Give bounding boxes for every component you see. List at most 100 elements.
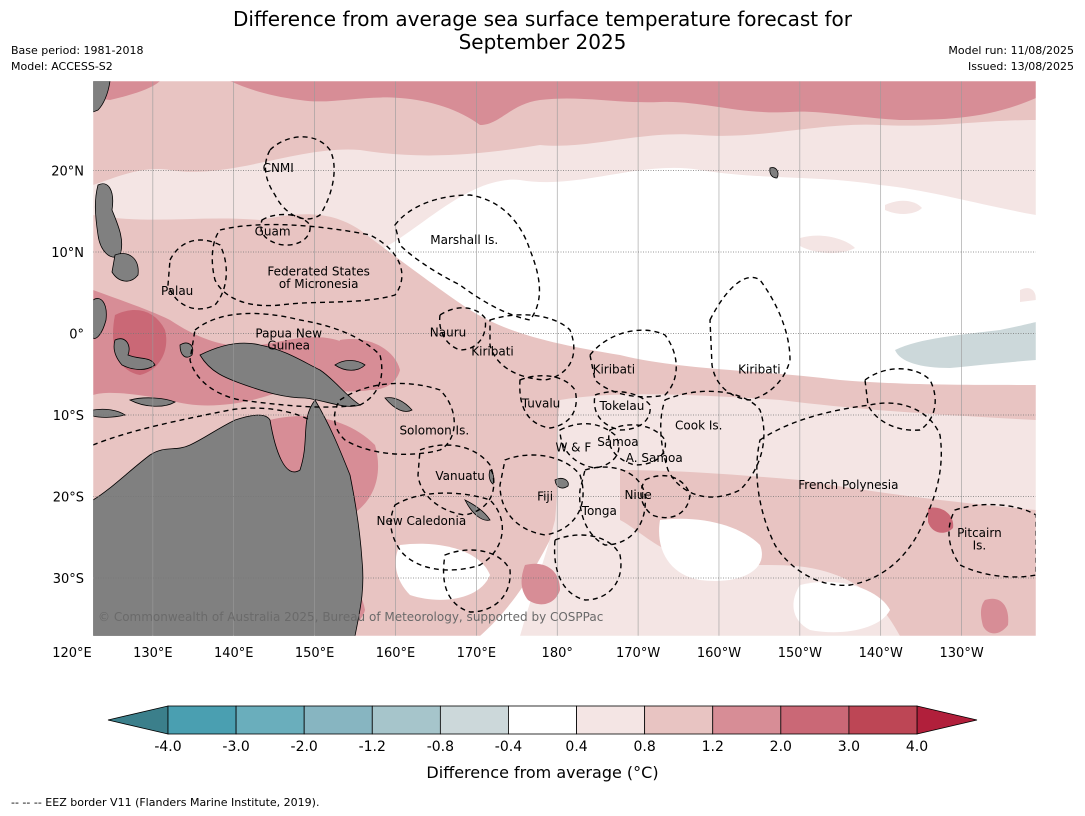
region-label: Federated States xyxy=(267,265,369,279)
colorbar-segment xyxy=(780,705,850,735)
anomaly-islet-north-1 xyxy=(885,200,922,214)
colorbar-segment xyxy=(235,705,305,735)
land-halmahera xyxy=(179,342,194,358)
eez-legend-note: -- -- -- EEZ border V11 (Flanders Marine… xyxy=(11,796,320,809)
longitude-tick-label: 160°W xyxy=(697,646,741,661)
neutral-patch-south-3 xyxy=(395,543,490,600)
eez-tuvalu xyxy=(519,375,577,429)
region-label: Cook Is. xyxy=(675,419,722,433)
eez-tokelau xyxy=(593,390,651,431)
latitude-tick-labels: 20°N 10°N 0° 10°S 20°S 30°S xyxy=(51,165,84,588)
longitude-tick-label: 130°W xyxy=(940,646,984,661)
eez-borders xyxy=(93,136,1036,613)
region-label: Marshall Is. xyxy=(430,233,498,247)
latitude-tick-label: 20°N xyxy=(51,165,84,180)
region-label: Is. xyxy=(973,538,987,552)
latitude-tick-label: 0° xyxy=(69,328,84,343)
region-label: Solomon Is. xyxy=(399,423,469,437)
map-gridlines xyxy=(93,81,1036,636)
eez-samoa-wf xyxy=(559,423,620,469)
colorbar-segment xyxy=(303,705,373,735)
land-new-britain xyxy=(334,360,366,371)
land-philippines-south xyxy=(111,253,139,282)
colorbar-segment xyxy=(848,705,918,735)
meta-right: Model run: 11/08/2025 Issued: 13/08/2025 xyxy=(948,43,1074,75)
region-label: Kiribati xyxy=(471,344,513,358)
eez-french-polynesia-north xyxy=(864,368,936,431)
eez-norfolk-lordhowe xyxy=(442,549,511,613)
land-sulawesi xyxy=(113,338,156,370)
eez-vanuatu xyxy=(417,444,495,516)
anomaly-patch-east-dark xyxy=(928,507,954,533)
region-label: Nauru xyxy=(430,326,466,340)
anomaly-patch-png-east-dark xyxy=(335,339,400,390)
colorbar-tick-label: 3.0 xyxy=(838,739,860,755)
anomaly-islet-north-2 xyxy=(800,235,855,254)
meta-left: Base period: 1981-2018 Model: ACCESS-S2 xyxy=(11,43,143,75)
colorbar-segment xyxy=(439,705,509,735)
eez-png xyxy=(189,312,383,408)
anomaly-patch-southeast-dark xyxy=(980,598,1009,634)
base-period-text: Base period: 1981-2018 xyxy=(11,44,144,57)
latitude-tick-label: 30°S xyxy=(53,572,84,587)
colorbar-tick-label: 0.4 xyxy=(565,739,587,755)
neutral-patch-south-2 xyxy=(793,581,890,633)
region-label: Tonga xyxy=(581,504,617,518)
region-label: Vanuatu xyxy=(435,469,485,483)
region-label: Kiribati xyxy=(593,362,635,376)
region-label: Kiribati xyxy=(738,362,780,376)
land-timor xyxy=(128,397,176,407)
region-label: Tuvalu xyxy=(521,397,561,411)
colorbar-title: Difference from average (°C) xyxy=(426,763,659,782)
eez-micronesia xyxy=(211,223,403,307)
map-frame xyxy=(92,80,1037,637)
land-australia xyxy=(93,399,364,636)
colorbar-tick-label: -0.4 xyxy=(495,739,522,755)
eez-tonga xyxy=(578,466,646,546)
model-text: Model: ACCESS-S2 xyxy=(11,60,113,73)
region-label: CNMI xyxy=(263,161,294,175)
region-label: Palau xyxy=(161,284,193,298)
latitude-tick-label: 10°S xyxy=(53,409,84,424)
eez-guam xyxy=(260,213,311,246)
colorbar-segment xyxy=(508,705,577,735)
eez-french-polynesia xyxy=(756,402,942,586)
eez-australia-north xyxy=(93,407,311,446)
neutral-patch-south-1 xyxy=(659,518,762,581)
colorbar-segment xyxy=(371,705,441,735)
issued-text: Issued: 13/08/2025 xyxy=(967,60,1074,73)
eez-kiribati-line xyxy=(709,276,791,401)
region-label: Guinea xyxy=(267,339,310,353)
colorbar-high-extension xyxy=(916,705,978,735)
region-label: New Caledonia xyxy=(377,514,467,528)
longitude-tick-label: 170°E xyxy=(457,646,497,661)
region-label: French Polynesia xyxy=(798,478,898,492)
eez-kiribati-gilbert xyxy=(489,314,575,381)
colorbar-low-extension xyxy=(107,705,169,735)
longitude-tick-label: 160°E xyxy=(376,646,416,661)
anomaly-patch-north-dark xyxy=(230,81,1036,125)
eez-solomon xyxy=(333,382,455,456)
longitude-tick-label: 150°W xyxy=(778,646,822,661)
longitude-tick-label: 150°E xyxy=(295,646,335,661)
longitude-tick-label: 120°E xyxy=(52,646,92,661)
eez-kermadec xyxy=(553,534,622,601)
region-label: Papua New xyxy=(255,327,322,341)
land-borneo-edge xyxy=(93,298,107,339)
longitude-tick-label: 140°W xyxy=(859,646,903,661)
eez-kiribati-phoenix xyxy=(589,329,677,398)
copyright-text: © Commonwealth of Australia 2025, Bureau… xyxy=(98,610,603,624)
eez-pitcairn xyxy=(948,503,1036,578)
colorbar-tick-label: 1.2 xyxy=(702,739,724,755)
eez-fiji xyxy=(499,454,584,536)
eez-cook-islands xyxy=(660,390,765,498)
eez-cnmi xyxy=(264,136,335,220)
model-run-text: Model run: 11/08/2025 xyxy=(948,44,1074,57)
land-solomon-islands xyxy=(384,397,413,412)
map-title-line2: September 2025 xyxy=(458,30,627,54)
eez-nauru xyxy=(438,307,487,351)
anomaly-patch-north-dark-2 xyxy=(93,81,160,100)
region-label: of Micronesia xyxy=(279,277,359,291)
